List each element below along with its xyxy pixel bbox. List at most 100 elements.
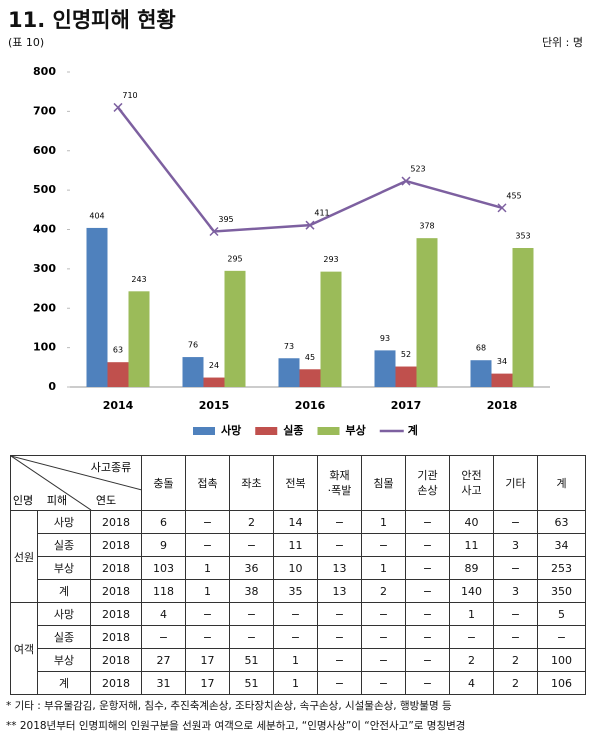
value-cell: − bbox=[493, 602, 538, 626]
y-tick-label: 100 bbox=[33, 341, 56, 354]
table-row: 실종 2018 9− −11− − −11 3 34 bbox=[11, 533, 586, 557]
value-cell: − bbox=[405, 533, 450, 557]
year-cell: 2018 bbox=[90, 671, 142, 695]
bar bbox=[491, 373, 513, 387]
value-cell: 89 bbox=[449, 556, 494, 580]
marker bbox=[497, 203, 507, 213]
value-cell: 1 bbox=[361, 510, 406, 534]
value-cell: 13 bbox=[317, 556, 362, 580]
bar bbox=[107, 362, 129, 387]
value-cell: − bbox=[185, 625, 230, 649]
table-row: 부상 2018 27 17 51 1− − −2 2 100 bbox=[11, 648, 586, 672]
table-row: 여객 사망 2018 4− − − − − −1−5 bbox=[10, 602, 586, 695]
value-cell: 350 bbox=[537, 579, 586, 603]
value-cell: 40 bbox=[449, 510, 494, 534]
column-header-line: 안전 bbox=[461, 469, 482, 482]
column-header: 충돌 bbox=[141, 455, 186, 511]
value-cell: − bbox=[493, 625, 538, 649]
table-row: 부상 2018 103 1 36 10 13 1−89−253 bbox=[11, 556, 586, 580]
corner-cell: 사고종류 인명 피해 연도 bbox=[10, 455, 142, 511]
bar bbox=[395, 366, 417, 387]
table-row: 실종 2018− − − − − − − − − − bbox=[11, 625, 586, 649]
column-header-line: 사고 bbox=[461, 484, 482, 497]
year-cell: 2018 bbox=[90, 533, 142, 557]
value-cell: − bbox=[317, 671, 362, 695]
bar bbox=[278, 358, 300, 387]
x-tick-label: 2015 bbox=[199, 399, 230, 412]
data-label: 45 bbox=[305, 353, 315, 362]
row-label: 부상 bbox=[37, 648, 91, 672]
value-cell: 2 bbox=[493, 671, 538, 695]
value-cell: 103 bbox=[141, 556, 186, 580]
value-cell: 2 bbox=[229, 510, 274, 534]
value-cell: − bbox=[537, 625, 586, 649]
value-cell: 17 bbox=[185, 648, 230, 672]
value-cell: 118 bbox=[141, 579, 186, 603]
data-table: 사고종류 인명 피해 연도 충돌 접촉 좌초 전복 화재 ·폭발 침몰 기관 손상 안전 사고 기타 계 선원 사망… bbox=[10, 455, 586, 695]
value-cell: − bbox=[405, 648, 450, 672]
value-cell: − bbox=[361, 533, 406, 557]
value-cell: − bbox=[317, 625, 362, 649]
corner-label: 사고종류 bbox=[91, 461, 131, 474]
data-label: 243 bbox=[131, 275, 146, 284]
value-cell: 11 bbox=[273, 533, 318, 557]
value-cell: 11 bbox=[449, 533, 494, 557]
value-cell: 36 bbox=[229, 556, 274, 580]
value-cell: 6 bbox=[141, 510, 186, 534]
bar bbox=[203, 377, 225, 387]
value-cell: 4 bbox=[141, 602, 186, 626]
value-cell: − bbox=[317, 602, 362, 626]
year-cell: 2018 bbox=[90, 579, 142, 603]
value-cell: 34 bbox=[537, 533, 586, 557]
value-cell: 14 bbox=[273, 510, 318, 534]
legend-swatch bbox=[193, 427, 215, 435]
unit-label: 단위 : 명 bbox=[541, 36, 583, 49]
row-label: 사망 bbox=[37, 510, 91, 534]
value-cell: − bbox=[317, 648, 362, 672]
y-tick-label: 300 bbox=[33, 262, 56, 275]
data-label: 93 bbox=[380, 334, 390, 343]
value-cell: 2 bbox=[493, 648, 538, 672]
value-cell: − bbox=[185, 602, 230, 626]
column-header: 침몰 bbox=[361, 455, 406, 511]
value-cell: − bbox=[185, 533, 230, 557]
column-header-line: 충돌 bbox=[153, 476, 174, 490]
row-label: 실종 bbox=[37, 625, 91, 649]
data-label: 455 bbox=[506, 191, 521, 200]
value-cell: − bbox=[361, 625, 406, 649]
row-label: 계 bbox=[37, 671, 91, 695]
value-cell: − bbox=[317, 533, 362, 557]
value-cell: − bbox=[405, 602, 450, 626]
x-tick-label: 2018 bbox=[487, 399, 518, 412]
value-cell: 1 bbox=[449, 602, 494, 626]
row-label: 사망 bbox=[37, 602, 91, 626]
value-cell: 1 bbox=[185, 556, 230, 580]
value-cell: 13 bbox=[317, 579, 362, 603]
year-cell: 2018 bbox=[90, 625, 142, 649]
value-cell: − bbox=[449, 625, 494, 649]
bar bbox=[224, 270, 246, 387]
x-tick-label: 2014 bbox=[103, 399, 134, 412]
column-header-line: 화재 bbox=[329, 469, 350, 482]
value-cell: 106 bbox=[537, 671, 586, 695]
value-cell: 38 bbox=[229, 579, 274, 603]
legend-label: 사망 bbox=[221, 423, 241, 437]
value-cell: 31 bbox=[141, 671, 186, 695]
x-tick-label: 2016 bbox=[295, 399, 326, 412]
value-cell: 1 bbox=[273, 671, 318, 695]
corner-label: 피해 bbox=[47, 493, 67, 507]
corner-label: 연도 bbox=[96, 494, 116, 507]
column-header-line: 접촉 bbox=[197, 476, 218, 490]
value-cell: 4 bbox=[449, 671, 494, 695]
column-header: 기타 bbox=[493, 455, 538, 511]
value-cell: − bbox=[405, 625, 450, 649]
value-cell: 2 bbox=[361, 579, 406, 603]
marker bbox=[401, 176, 411, 186]
data-label: 63 bbox=[113, 346, 123, 355]
bar bbox=[299, 369, 321, 387]
y-tick-label: 800 bbox=[33, 65, 56, 78]
legend-label: 실종 bbox=[283, 423, 303, 437]
note: ** 2018년부터 인명피해의 인원구분을 선원과 여객으로 세분하고, “인… bbox=[6, 720, 466, 732]
bar bbox=[512, 248, 534, 387]
